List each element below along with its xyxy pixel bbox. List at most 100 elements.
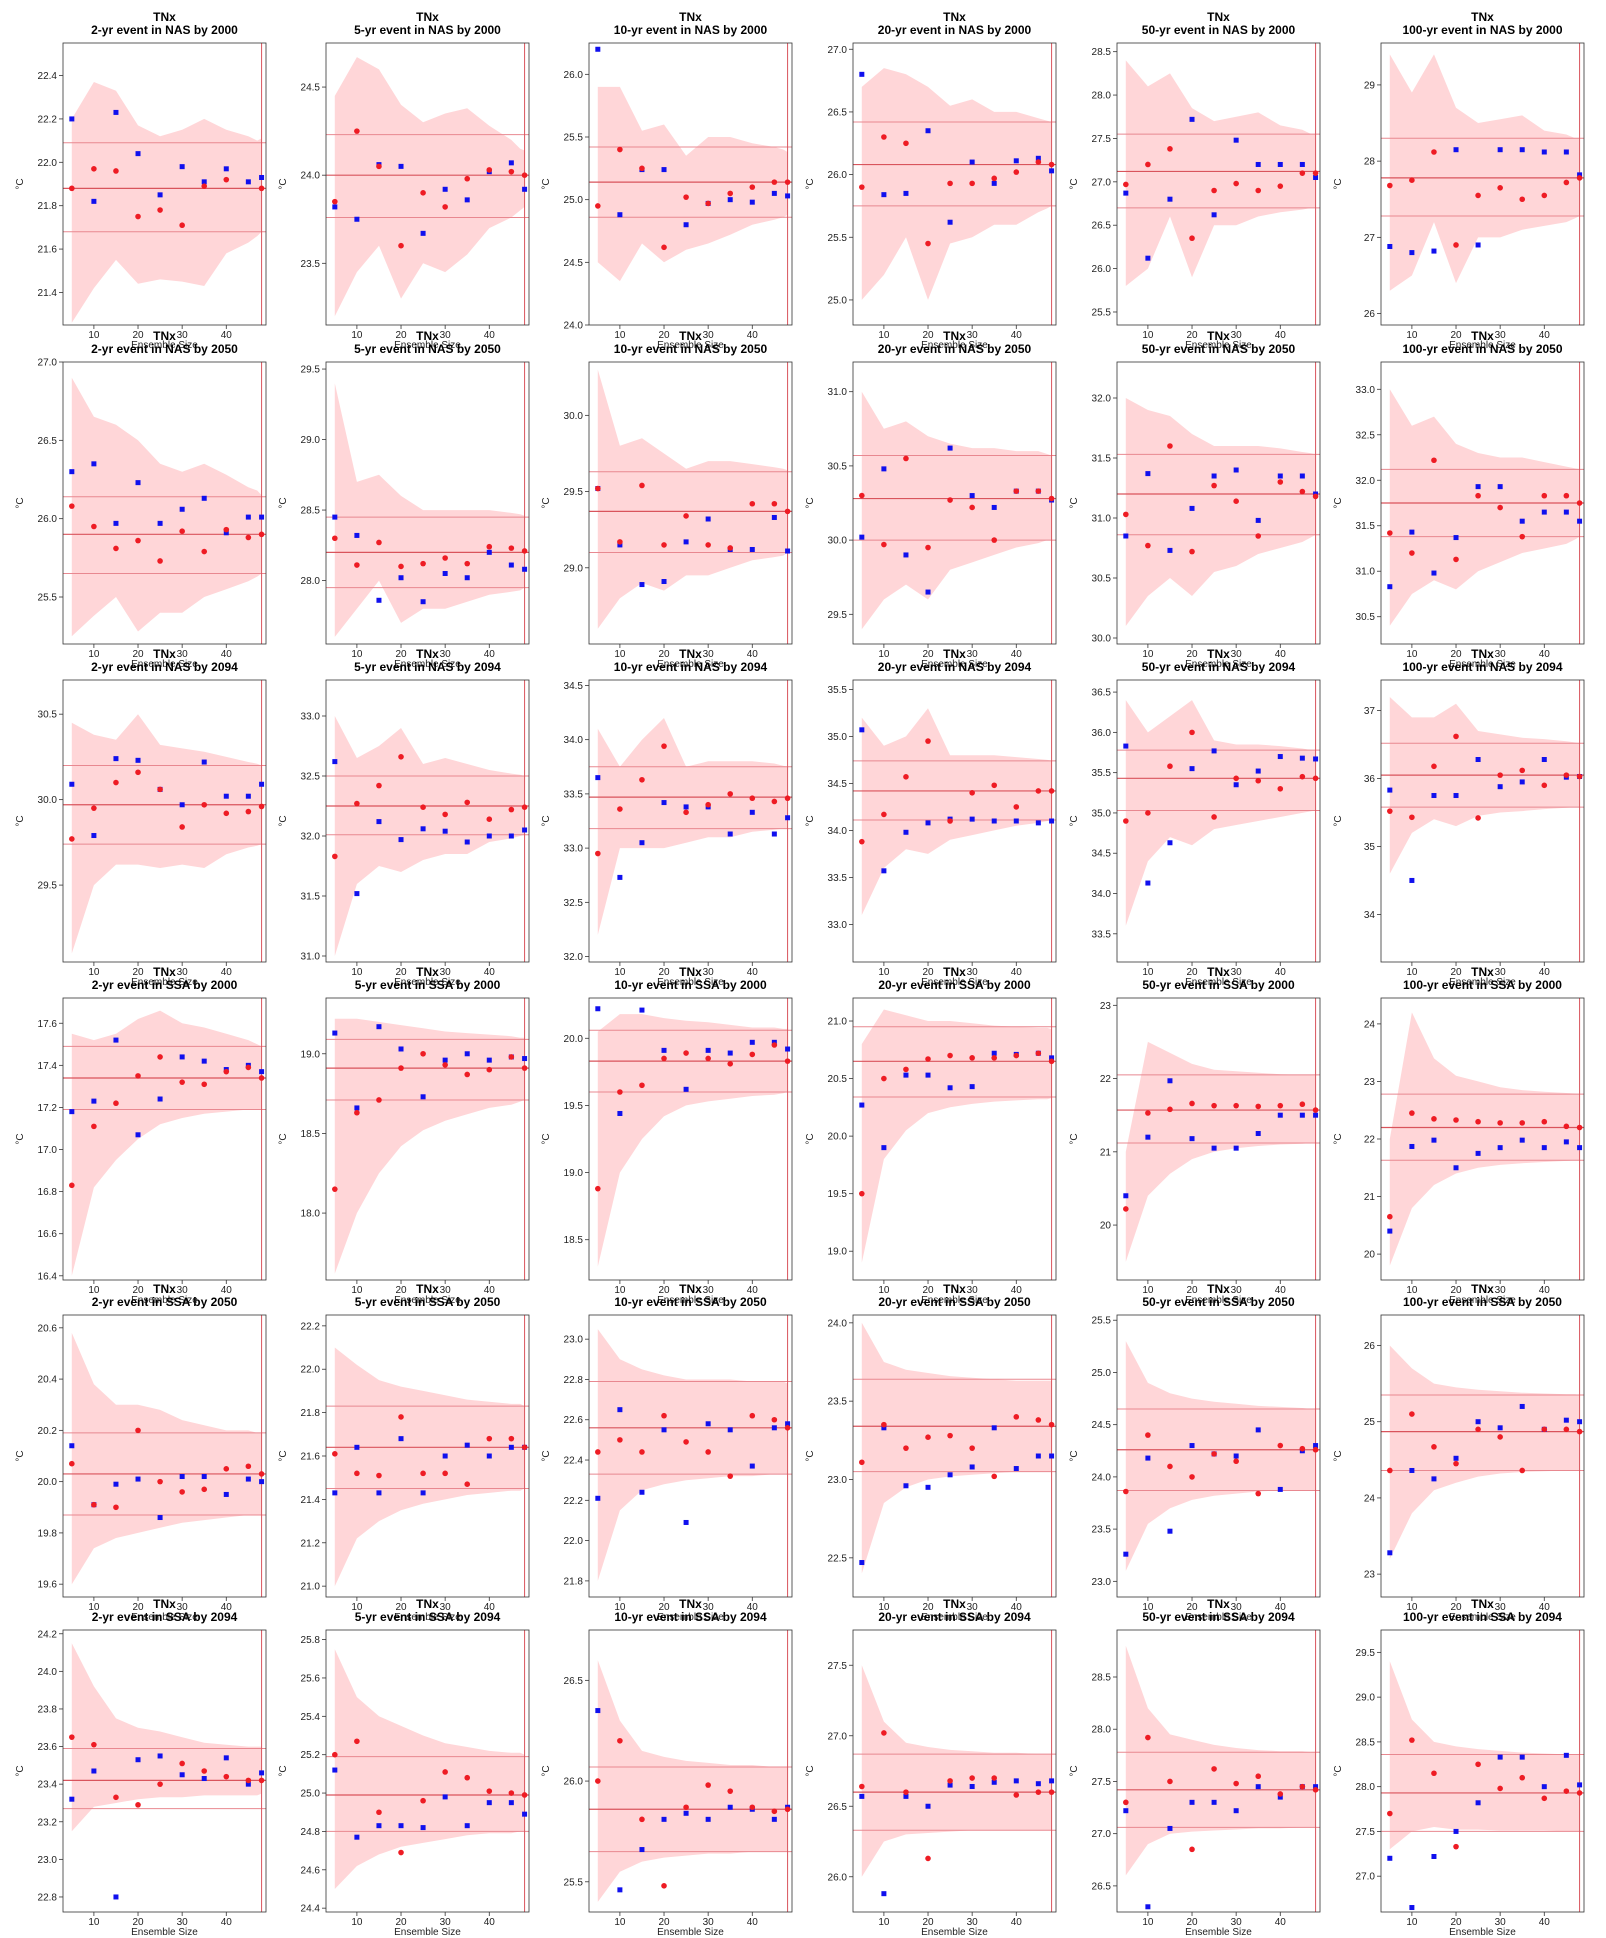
blue-point xyxy=(179,164,185,170)
plot-frame xyxy=(325,42,530,326)
panel-subtitle: 5-yr event in SSA by 2000 xyxy=(355,978,501,992)
x-axis-label: Ensemble Size xyxy=(131,1612,198,1623)
red-point xyxy=(1409,1737,1415,1743)
blue-point xyxy=(617,1887,623,1893)
y-tick-label: 20.6 xyxy=(38,1323,58,1334)
x-axis-label: Ensemble Size xyxy=(1185,1295,1252,1306)
x-tick-label: 10 xyxy=(1406,967,1418,978)
red-point xyxy=(639,1449,645,1455)
x-tick-label: 20 xyxy=(1450,649,1462,660)
uncertainty-band xyxy=(1389,1012,1580,1266)
y-axis-label: °C xyxy=(1333,815,1344,826)
y-tick-label: 34.0 xyxy=(828,826,848,837)
blue-point xyxy=(245,1476,251,1482)
red-point xyxy=(157,558,163,564)
blue-point xyxy=(398,1046,404,1052)
x-tick-label: 40 xyxy=(1011,1917,1023,1928)
red-point xyxy=(508,1790,515,1796)
blue-point xyxy=(1577,1782,1583,1788)
red-point xyxy=(1312,493,1319,500)
red-point xyxy=(223,526,230,533)
x-axis-label: Ensemble Size xyxy=(1185,659,1252,670)
red-point xyxy=(521,804,528,810)
y-tick-label: 24.5 xyxy=(1092,1420,1112,1431)
y-tick-label: 27.0 xyxy=(828,45,848,56)
red-point xyxy=(705,542,711,548)
y-tick-label: 36.0 xyxy=(1092,728,1112,739)
x-tick-label: 30 xyxy=(440,330,452,341)
panel-subtitle: 10-yr event in SSA by 2050 xyxy=(614,1295,767,1309)
blue-point xyxy=(113,756,119,762)
plot-frame xyxy=(1380,679,1585,963)
blue-point xyxy=(859,71,865,77)
plot-frame xyxy=(1380,361,1585,645)
blue-point xyxy=(1431,570,1437,576)
red-point xyxy=(486,1788,493,1794)
blue-point xyxy=(1123,743,1129,749)
blue-point xyxy=(1299,755,1305,761)
x-tick-label: 40 xyxy=(1011,330,1023,341)
blue-point xyxy=(1453,147,1459,153)
red-point xyxy=(332,853,338,860)
blue-point xyxy=(1145,880,1151,886)
x-tick-label: 10 xyxy=(1406,330,1418,341)
panel-subtitle: 100-yr event in SSA by 2094 xyxy=(1403,1610,1562,1624)
blue-point xyxy=(595,1708,601,1714)
blue-point xyxy=(354,216,360,222)
x-axis-label: Ensemble Size xyxy=(1449,340,1516,351)
blue-point xyxy=(157,192,163,198)
blue-point xyxy=(522,827,528,833)
red-point xyxy=(1497,504,1503,511)
red-point xyxy=(1035,1789,1042,1795)
uncertainty-band xyxy=(597,369,788,629)
uncertainty-band xyxy=(1389,1345,1580,1559)
x-tick-label: 10 xyxy=(1406,1285,1418,1296)
red-point xyxy=(903,1789,909,1795)
red-point xyxy=(947,497,953,503)
blue-point xyxy=(683,222,689,228)
blue-point xyxy=(1211,1799,1217,1805)
y-tick-label: 31.0 xyxy=(1092,514,1112,525)
x-axis-label: Ensemble Size xyxy=(131,1927,198,1938)
panel-title: TNx xyxy=(943,1597,966,1611)
panel-subtitle: 20-yr event in SSA by 2000 xyxy=(878,978,1031,992)
x-tick-label: 20 xyxy=(1450,967,1462,978)
blue-point xyxy=(157,1753,163,1759)
x-tick-label: 10 xyxy=(351,1917,363,1928)
y-tick-label: 20.0 xyxy=(564,1034,584,1045)
blue-point xyxy=(705,516,711,522)
red-point xyxy=(947,1052,953,1059)
blue-point xyxy=(903,1483,909,1489)
blue-point xyxy=(683,804,689,810)
y-tick-label: 29.0 xyxy=(564,563,584,574)
y-tick-label: 34 xyxy=(1364,910,1376,921)
x-tick-label: 40 xyxy=(1539,330,1551,341)
uncertainty-band xyxy=(334,57,525,317)
red-point xyxy=(135,213,141,220)
y-tick-label: 24.0 xyxy=(301,171,321,182)
blue-point xyxy=(727,1427,733,1433)
blue-point xyxy=(1577,172,1583,178)
blue-point xyxy=(1255,1784,1261,1790)
red-point xyxy=(903,140,909,147)
uncertainty-band xyxy=(597,718,788,935)
blue-point xyxy=(464,1442,470,1448)
y-axis-label: °C xyxy=(15,1133,26,1144)
y-tick-label: 29.5 xyxy=(38,881,58,892)
x-tick-label: 30 xyxy=(1231,330,1243,341)
blue-point xyxy=(201,179,207,185)
x-tick-label: 30 xyxy=(177,967,189,978)
blue-point xyxy=(859,534,865,540)
red-point xyxy=(1299,773,1306,780)
y-tick-label: 23.0 xyxy=(564,1335,584,1346)
y-tick-label: 23.5 xyxy=(301,259,321,270)
panel-subtitle: 10-yr event in SSA by 2000 xyxy=(614,978,767,992)
y-tick-label: 16.4 xyxy=(38,1271,58,1282)
blue-point xyxy=(223,166,229,172)
x-tick-label: 30 xyxy=(703,967,715,978)
plot-frame xyxy=(62,42,267,326)
y-tick-label: 23 xyxy=(1364,1077,1376,1088)
uncertainty-band xyxy=(1125,398,1316,626)
